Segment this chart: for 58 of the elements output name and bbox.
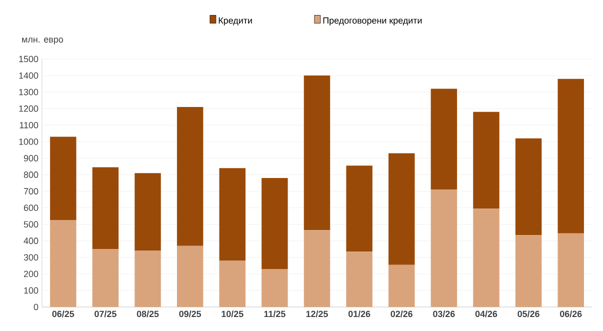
x-tick-label: 06/25 — [52, 310, 74, 318]
x-tick-label: 12/25 — [306, 310, 328, 318]
y-tick-label: 1100 — [20, 122, 38, 128]
y-tick-label: 400 — [24, 238, 38, 244]
bar — [515, 235, 542, 307]
x-tick-label: 02/26 — [390, 310, 413, 318]
y-tick-label: 900 — [24, 155, 38, 162]
bar — [558, 78, 584, 234]
x-tick-label: 06/26 — [560, 310, 582, 318]
y-tick-label: 1300 — [19, 88, 38, 96]
bar — [304, 76, 330, 230]
x-tick-label: 04/26 — [475, 310, 498, 318]
bar — [473, 208, 500, 307]
bar — [219, 260, 246, 307]
y-tick-label: 200 — [24, 270, 38, 278]
bar — [558, 233, 584, 307]
bar — [430, 190, 458, 307]
bar — [430, 88, 458, 190]
x-tick-label: 05/26 — [518, 310, 540, 318]
bar — [134, 173, 161, 251]
bar — [92, 167, 119, 250]
bar — [388, 153, 415, 265]
bar — [473, 112, 500, 209]
legend-label: Предоговорени кредити — [323, 17, 422, 26]
bar — [50, 220, 76, 307]
bar — [262, 178, 288, 269]
y-tick-label: 300 — [24, 254, 38, 261]
y-tick-label: 600 — [24, 204, 38, 211]
x-tick-label: 10/25 — [222, 310, 244, 318]
y-tick-label: 800 — [24, 172, 38, 178]
y-tick-label: 100 — [24, 287, 38, 294]
y-tick-label: 500 — [24, 221, 38, 228]
bar — [176, 106, 204, 246]
bar — [515, 138, 542, 236]
bar — [388, 264, 415, 307]
y-tick-label: 0 — [34, 304, 38, 310]
y-tick-label: 700 — [24, 188, 38, 194]
x-tick-label: 09/25 — [179, 310, 202, 318]
bar — [346, 252, 372, 307]
bar — [134, 250, 161, 307]
y-tick-label: 1400 — [19, 72, 38, 79]
bar — [50, 136, 76, 220]
bar — [262, 268, 288, 307]
y-tick-label: 1500 — [19, 56, 38, 62]
x-tick-label: 01/26 — [348, 310, 370, 318]
x-tick-label: 03/26 — [433, 310, 455, 318]
y-tick-label: 1200 — [19, 105, 38, 112]
y-tick-label: 1000 — [19, 138, 38, 145]
legend-label: Кредити — [218, 17, 252, 26]
bar — [219, 168, 246, 261]
y-axis-title: млн. евро — [22, 38, 64, 44]
x-tick-label: 08/25 — [136, 310, 159, 318]
bar — [92, 249, 119, 307]
bar — [304, 230, 330, 307]
x-tick-label: 07/25 — [94, 310, 116, 318]
x-tick-label: 11/25 — [264, 310, 286, 318]
bar — [176, 246, 204, 307]
bar — [346, 166, 372, 252]
